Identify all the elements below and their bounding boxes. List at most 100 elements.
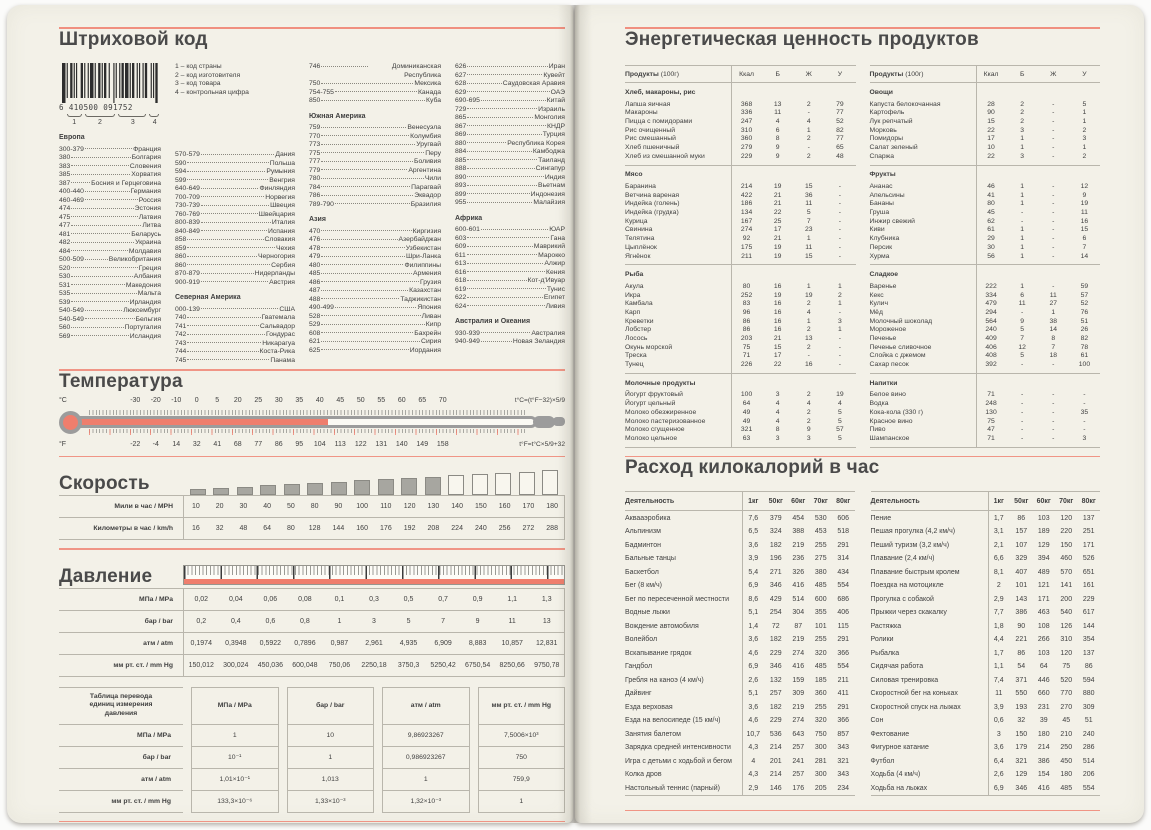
fahrenheit-value: 86	[274, 440, 283, 448]
food-value: 4	[775, 117, 780, 125]
food-name: Шампанское	[869, 434, 910, 442]
food-name: Капуста белокочанная	[869, 100, 941, 108]
thermometer-tube	[73, 415, 537, 428]
activity-value: 150	[1015, 730, 1028, 738]
fahrenheit-formula: t°F=t°C×5/9+32	[519, 440, 565, 448]
food-value: -	[838, 217, 842, 225]
activity-value: 5,1	[748, 609, 759, 616]
food-row: Картофель 90 2 - 1	[870, 108, 1101, 117]
activity-value: 3,1	[993, 528, 1004, 535]
conversion-value: 9750,78	[534, 661, 560, 669]
country-code: 899	[455, 190, 467, 198]
food-value: 22	[987, 152, 995, 160]
dotted-leader	[200, 272, 254, 274]
country-entry: 560 Португалия	[59, 324, 161, 333]
food-value: -	[838, 235, 842, 243]
food-row: Хлеб пшеничный 279 9 - 65	[625, 143, 856, 152]
food-value: 1	[1082, 143, 1087, 151]
country-name: Перу	[425, 149, 441, 157]
country-name: Камбоджа	[532, 148, 565, 155]
country-code: 741	[175, 322, 187, 330]
weight-col-label: 50кг	[768, 497, 783, 505]
food-value: 3	[1082, 434, 1087, 442]
country-name: Кипр	[425, 321, 441, 328]
country-name: Шри-Ланка	[406, 253, 441, 260]
food-name: Индейка (голень)	[625, 200, 680, 208]
dotted-leader	[84, 318, 135, 319]
food-row: Кулич 479 11 27 52	[870, 299, 1101, 308]
food-value: 15	[987, 117, 995, 125]
food-row: Помидоры 17 1 - 3	[870, 134, 1101, 143]
food-value: 19	[836, 391, 844, 399]
fahrenheit-value: 122	[354, 440, 367, 448]
dotted-leader	[187, 350, 259, 352]
activity-row: Езда верховая 3,6 182 219 255 291	[625, 700, 855, 714]
country-name: Литва	[142, 222, 161, 229]
weight-col-label: 70кг	[813, 497, 828, 505]
food-row: Окунь морской 75 15 2 -	[625, 343, 856, 352]
activity-value: 257	[792, 771, 805, 778]
country-entry: 482 Украина	[59, 239, 161, 248]
food-value: 16	[773, 282, 782, 290]
fahrenheit-unit-label: °F	[59, 440, 67, 448]
page-top-rule	[625, 27, 1100, 29]
activity-name: Ходьба (4 км/ч)	[870, 771, 921, 778]
activity-value: 309	[792, 690, 805, 697]
country-code: 609	[455, 243, 467, 250]
caption-text: Таблица перевода единиц измерения давлен…	[89, 692, 153, 717]
food-value: 21	[773, 200, 782, 208]
food-value: 2	[806, 417, 811, 425]
country-name: Словения	[129, 162, 161, 170]
food-row: Молоко цельное 63 3 3 5	[625, 434, 856, 443]
fahrenheit-value: 104	[313, 440, 326, 448]
conversion-row-label: МПа / MPa	[59, 725, 183, 747]
country-code: 780	[309, 175, 321, 182]
dotted-leader	[71, 241, 135, 243]
fahrenheit-value: 158	[436, 440, 449, 448]
row-unit-label: Километры в час / km/h	[93, 525, 173, 532]
dotted-leader	[467, 142, 507, 143]
food-value: 12	[1080, 183, 1089, 191]
food-name: Персик	[869, 243, 893, 251]
food-value: 82	[836, 126, 844, 134]
dotted-leader	[321, 315, 421, 316]
food-row: Кекс 334 6 11 57	[870, 291, 1101, 300]
food-value: 83	[742, 300, 751, 308]
food-row: Акула 80 16 1 1	[625, 282, 856, 291]
country-name: Гана	[550, 234, 565, 242]
activity-value: 5,1	[748, 690, 759, 697]
conversion-value: 6750,54	[464, 661, 491, 669]
food-value: -	[1052, 243, 1055, 251]
speed-bar	[424, 476, 441, 495]
speed-bar-slot	[210, 487, 234, 495]
activity-value: 434	[837, 568, 850, 576]
speed-bar-slot	[233, 486, 257, 495]
conversion-table-row: бар / bar 10⁻¹ 1 0,986923267 750	[59, 746, 565, 769]
activity-value: 310	[1060, 636, 1073, 643]
country-name: Великобритания	[108, 256, 161, 263]
dotted-leader	[467, 237, 550, 238]
activity-value: 291	[837, 541, 850, 549]
dotted-leader	[480, 228, 549, 230]
speed-bar-slot	[351, 480, 375, 495]
dotted-leader	[200, 281, 269, 282]
activity-name: Плавание быстрым кролем	[870, 568, 960, 576]
food-value: 408	[985, 352, 997, 360]
activity-row: Бальные танцы 3,9 196 236 275 314	[625, 552, 855, 566]
activity-value: 6,9	[748, 663, 759, 670]
food-row: Цыплёнок 175 19 11 -	[625, 243, 856, 252]
conversion-value: 12,831	[536, 639, 558, 647]
activity-name: Сон	[870, 717, 884, 724]
speed-bars-graphic	[183, 465, 565, 495]
country-entry: 754-755 Канада	[309, 89, 441, 98]
food-value: 75	[742, 343, 751, 351]
food-value: 203	[740, 335, 753, 343]
pressure-row: бар / bar 0,2 0,4 0,6 0,8 1 3 5 7 9 11 13	[59, 610, 565, 633]
food-value: 279	[740, 143, 753, 151]
dotted-leader	[466, 254, 538, 255]
food-group: Рыба Акула 80 16 1 1 Икра 252 19 19 2 Камбала 83 16 2 1…	[625, 265, 856, 374]
dotted-leader	[200, 196, 265, 197]
food-value: 30	[987, 243, 995, 251]
food-value: 10	[987, 143, 995, 151]
country-code: 940-949	[455, 338, 480, 345]
